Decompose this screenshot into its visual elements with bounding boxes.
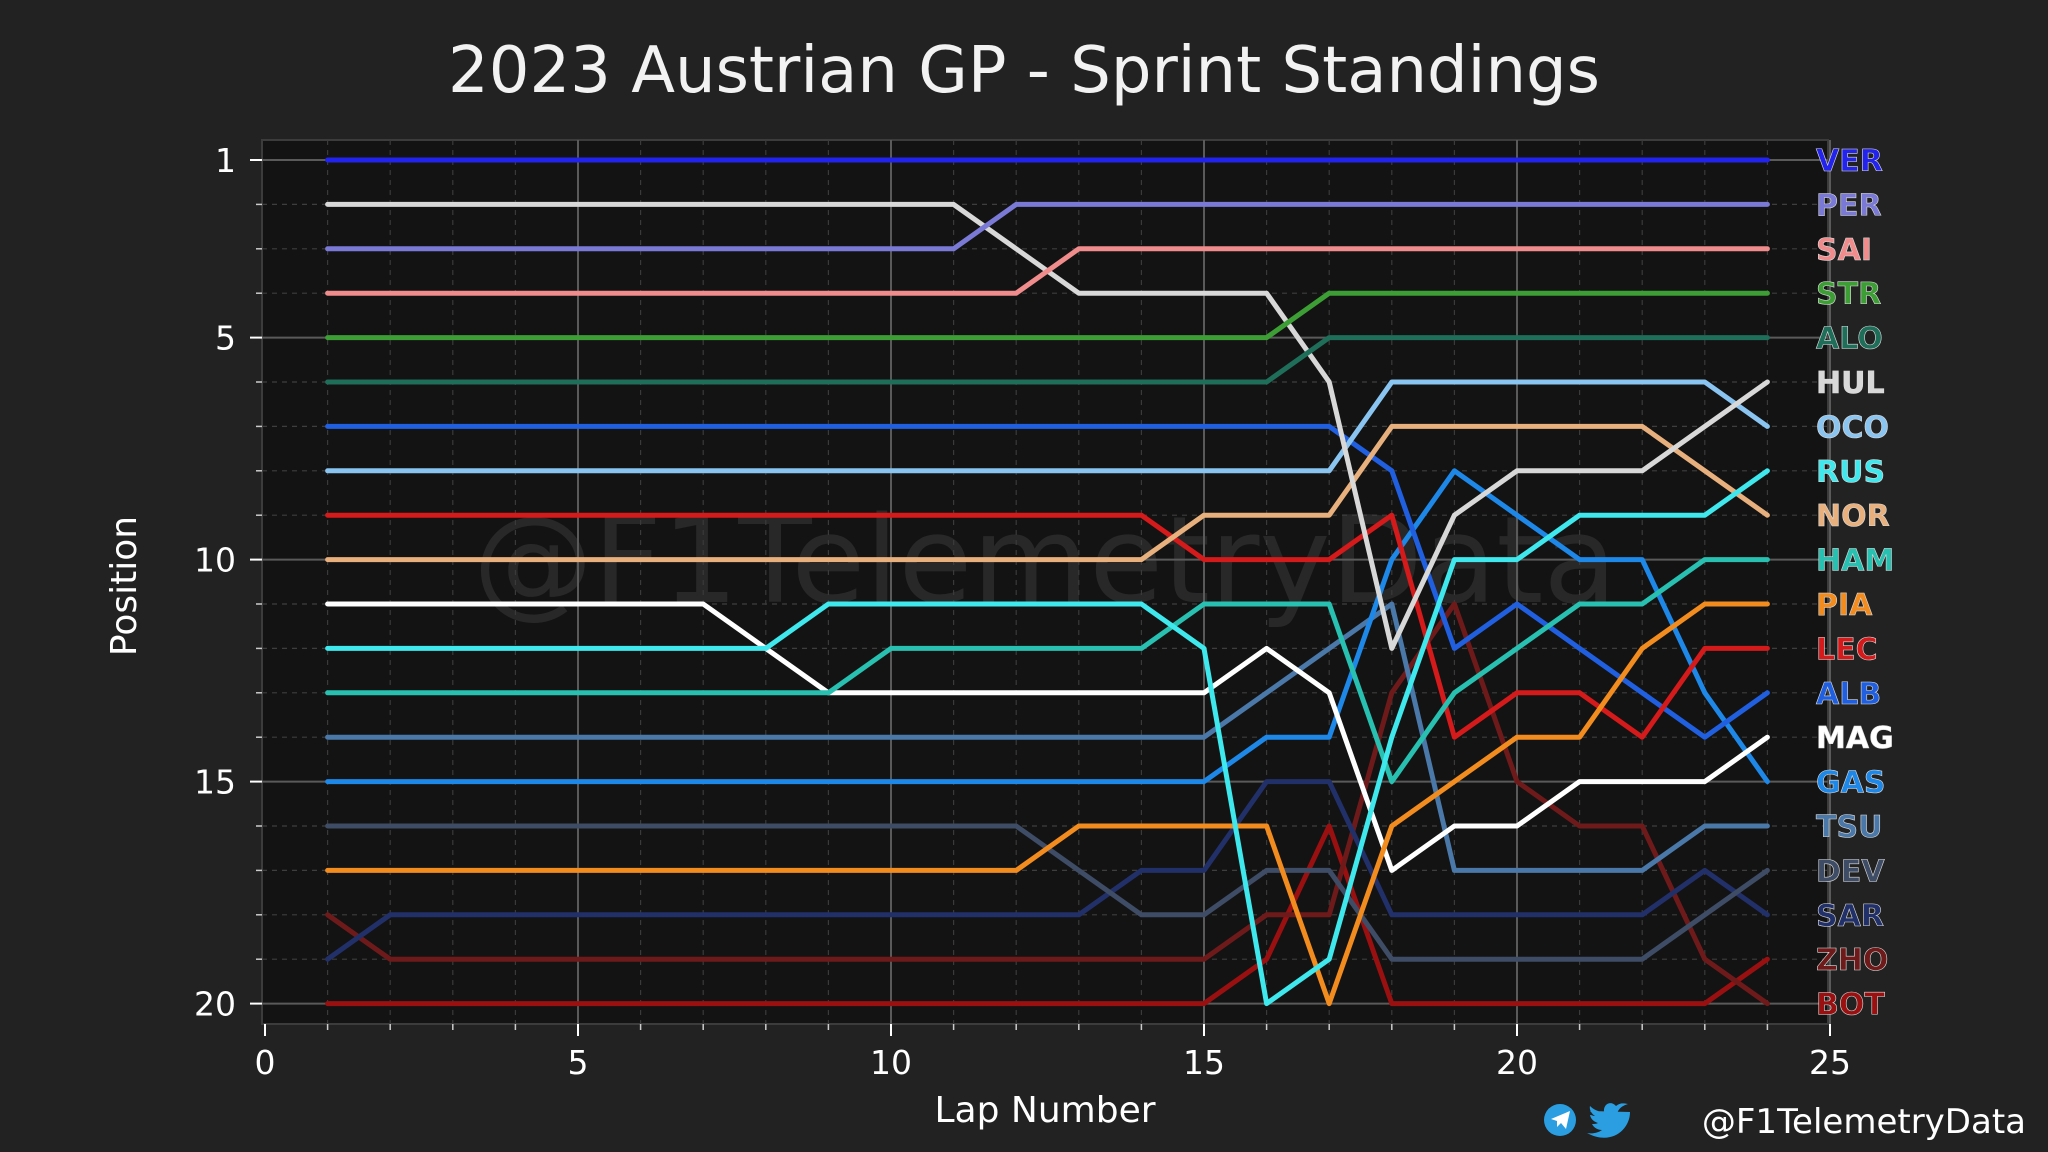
legend-label-alo: ALO <box>1816 322 1883 357</box>
series-lines <box>325 157 1770 1007</box>
x-tick-label: 25 <box>1809 1043 1851 1082</box>
legend-label-per: PER <box>1816 188 1882 223</box>
series-line-lec <box>325 512 1770 740</box>
series-line-tsu <box>325 601 1770 873</box>
legend-label-alb: ALB <box>1816 677 1881 712</box>
legend-label-bot: BOT <box>1816 988 1885 1023</box>
series-line-nor <box>325 423 1770 563</box>
y-tick-label: 15 <box>194 763 236 802</box>
series-line-ham <box>325 557 1770 785</box>
x-tick-label: 15 <box>1183 1043 1225 1082</box>
series-line-bot <box>325 823 1770 1007</box>
legend-label-nor: NOR <box>1816 499 1890 534</box>
credit-handle: @F1TelemetryData <box>1702 1102 2026 1142</box>
legend-label-oco: OCO <box>1816 410 1889 445</box>
series-line-pia <box>325 601 1770 1007</box>
y-tick-label: 10 <box>194 541 236 580</box>
legend-label-pia: PIA <box>1816 588 1873 623</box>
series-line-rus <box>325 468 1770 1007</box>
legend-label-mag: MAG <box>1816 721 1894 756</box>
twitter-icon <box>1587 1103 1630 1138</box>
legend-label-ham: HAM <box>1816 544 1894 579</box>
series-line-mag <box>325 601 1770 873</box>
legend-label-sai: SAI <box>1816 233 1872 268</box>
series-line-str <box>325 290 1770 341</box>
credit: @F1TelemetryData <box>1544 1102 2026 1142</box>
legend-label-ver: VER <box>1816 144 1883 179</box>
legend-label-sar: SAR <box>1816 899 1884 934</box>
chart-title: 2023 Austrian GP - Sprint Standings <box>448 34 1600 108</box>
series-line-per <box>325 201 1770 252</box>
x-axis-label: Lap Number <box>934 1090 1155 1131</box>
series-line-sar <box>325 779 1770 962</box>
legend-label-hul: HUL <box>1816 366 1885 401</box>
telegram-plane-icon <box>1551 1111 1570 1129</box>
legend-label-zho: ZHO <box>1816 943 1888 978</box>
legend-label-rus: RUS <box>1816 455 1885 490</box>
series-line-alo <box>325 335 1770 385</box>
y-tick-label: 1 <box>215 141 236 180</box>
x-tick-label: 0 <box>255 1043 276 1082</box>
legend: VER PER SAI STR ALO HUL OCO RUS NOR HAM PIA LEC ALB M… <box>1816 144 1895 1023</box>
plot-area <box>261 139 1829 1025</box>
legend-label-gas: GAS <box>1816 766 1885 801</box>
legend-label-lec: LEC <box>1816 632 1878 667</box>
series-line-zho <box>325 601 1770 1007</box>
y-tick-label: 20 <box>194 985 236 1024</box>
series-line-oco <box>325 379 1770 474</box>
x-tick-label: 5 <box>568 1043 589 1082</box>
y-tick-label: 5 <box>215 319 236 358</box>
x-tick-label: 20 <box>1496 1043 1538 1082</box>
y-axis-label: Position <box>104 516 145 656</box>
series-line-alb <box>325 423 1770 740</box>
legend-label-tsu: TSU <box>1816 810 1882 845</box>
legend-label-dev: DEV <box>1816 854 1885 889</box>
x-tick-label: 10 <box>870 1043 912 1082</box>
series-line-gas <box>325 468 1770 785</box>
legend-label-str: STR <box>1816 277 1881 312</box>
series-line-sai <box>325 246 1770 296</box>
